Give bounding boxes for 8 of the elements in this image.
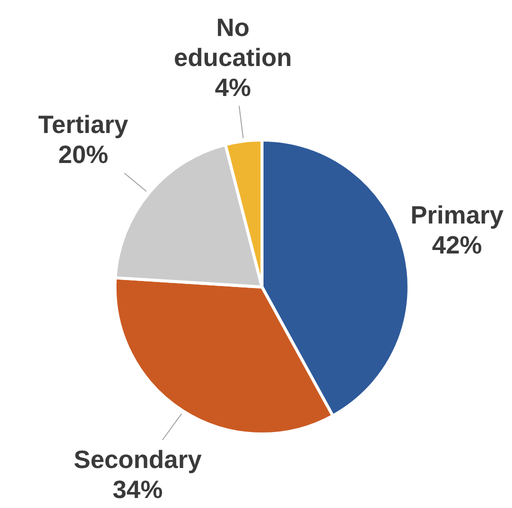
data-label: 42% xyxy=(432,231,482,260)
slice-label: Secondary xyxy=(74,446,202,474)
data-label: 4% xyxy=(214,74,251,102)
data-label: 34% xyxy=(112,476,163,504)
slice-label: Tertiary xyxy=(38,111,128,140)
slice-label: Primary xyxy=(410,201,504,230)
slice-label: No education xyxy=(174,14,292,72)
data-label: 20% xyxy=(58,141,108,170)
